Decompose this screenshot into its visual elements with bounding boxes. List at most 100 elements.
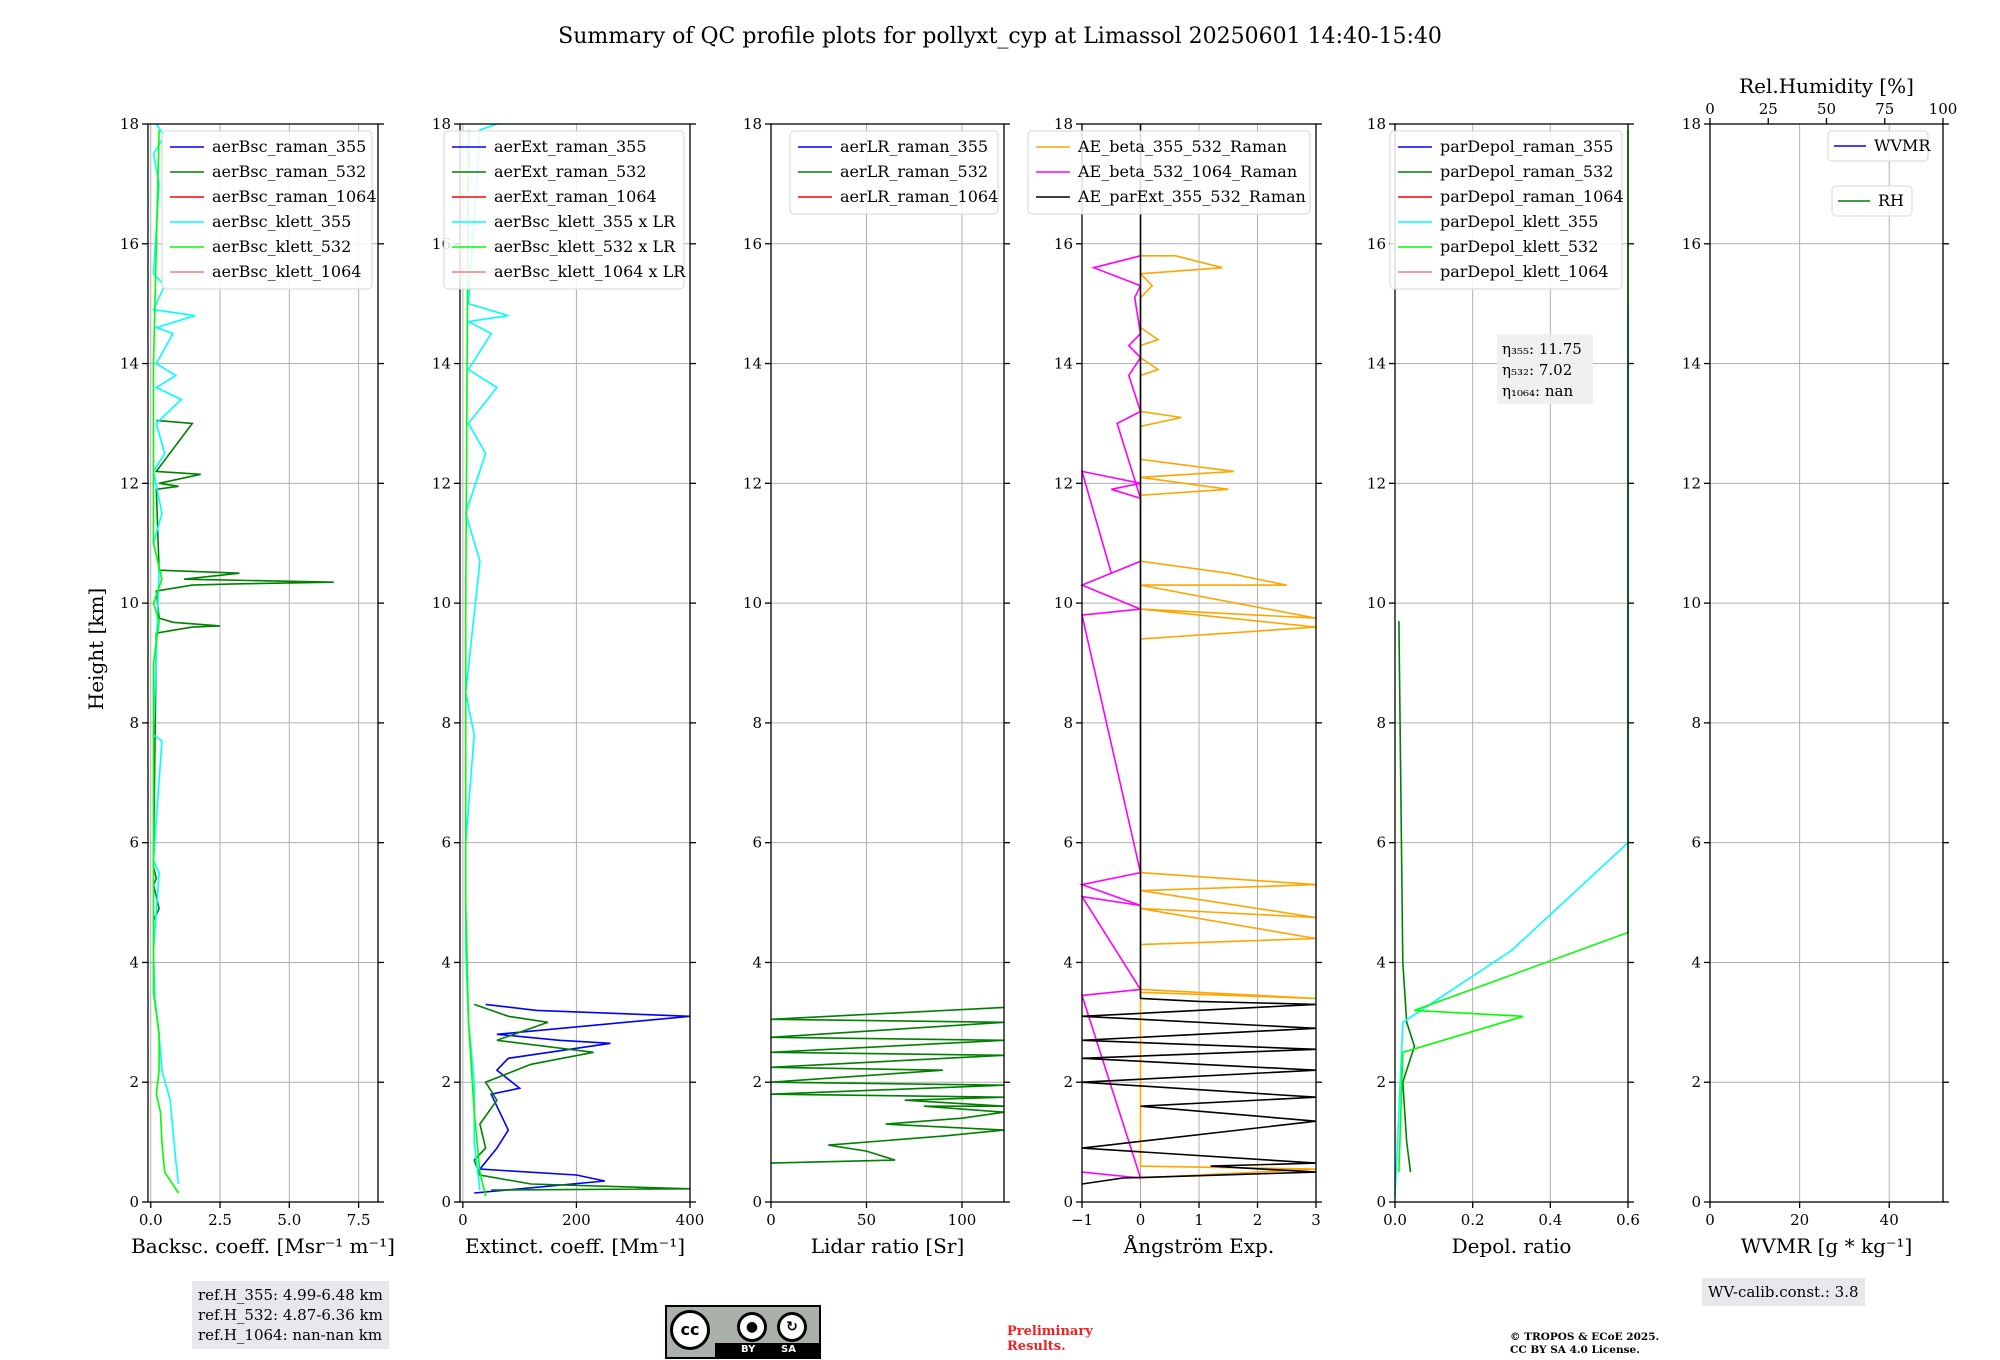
y-tick-label: 4 (129, 953, 139, 971)
y-tick-label: 16 (1054, 235, 1073, 253)
y-tick-label: 18 (1682, 115, 1701, 133)
y-tick-label: 12 (432, 474, 451, 492)
legend: AE_beta_355_532_Raman AE_beta_532_1064_Ra… (1027, 130, 1311, 215)
x-tick-label: 40 (1880, 1211, 1899, 1229)
y-tick-label: 0 (1063, 1193, 1073, 1211)
legend-label: aerBsc_klett_1064 (212, 262, 361, 281)
y-tick-label: 16 (1367, 235, 1386, 253)
cc-label-bar: BY SA (715, 1343, 819, 1357)
legend-label: aerLR_raman_1064 (840, 187, 998, 206)
annotation-box (1497, 334, 1593, 404)
x-tick-label: 0 (1705, 1211, 1715, 1229)
y-tick-label: 8 (1376, 714, 1386, 732)
top-x-tick-label: 100 (1929, 100, 1958, 118)
legend-box (1027, 130, 1311, 215)
y-tick-label: 14 (1054, 355, 1073, 373)
top-x-tick-label: 75 (1875, 100, 1894, 118)
y-tick-label: 18 (1367, 115, 1386, 133)
legend-label: WVMR (1874, 136, 1931, 155)
x-tick-label: 0.0 (1383, 1211, 1407, 1229)
cc-by-sa-badge: cc ● ↻ BY SA (665, 1305, 821, 1359)
refh-532: ref.H_532: 4.87-6.36 km (198, 1306, 383, 1324)
x-tick-label: 200 (562, 1211, 591, 1229)
x-tick-label: 7.5 (347, 1211, 371, 1229)
legend-label: aerBsc_raman_532 (212, 162, 366, 181)
y-tick-label: 8 (1063, 714, 1073, 732)
legend-label: AE_beta_532_1064_Raman (1077, 162, 1297, 181)
x-tick-label: 5.0 (277, 1211, 301, 1229)
x-tick-label: 1 (1194, 1211, 1204, 1229)
y-tick-label: 2 (1063, 1073, 1073, 1091)
y-tick-label: 0 (1691, 1193, 1701, 1211)
x-tick-label: 400 (676, 1211, 705, 1229)
y-tick-label: 10 (743, 594, 762, 612)
y-tick-label: 10 (120, 594, 139, 612)
share-alike-icon: ↻ (777, 1312, 807, 1342)
reference-height-note: ref.H_355: 4.99-6.48 km ref.H_532: 4.87-… (192, 1281, 389, 1349)
series-line-5 (152, 129, 180, 1194)
legend-label: RH (1878, 191, 1904, 210)
legend: aerBsc_raman_355 aerBsc_raman_532 aerBsc_r… (161, 130, 377, 290)
legend-box (1389, 130, 1623, 290)
series-line-3 (1081, 124, 1317, 1185)
legend-label: aerBsc_raman_1064 (212, 187, 377, 206)
y-tick-label: 16 (1682, 235, 1701, 253)
axes-frame (770, 123, 1005, 1203)
annotation-line: η₅₃₂: 7.02 (1502, 361, 1572, 379)
panel-1: 0 2 4 6 8 10 12 14 16 18 0.0 2.5 5.0 7.5 Backsc. coeff… (120, 115, 395, 1258)
cc-sa-label: SA (781, 1344, 796, 1355)
copyright-line-1: © TROPOS & ECoE 2025. (1510, 1331, 1660, 1343)
x-axis-label: Ångström Exp. (1123, 1233, 1274, 1258)
x-axis-label: Extinct. coeff. [Mm⁻¹] (465, 1234, 685, 1258)
series-line-5 (464, 129, 487, 1197)
y-tick-label: 2 (1376, 1073, 1386, 1091)
copyright-note: © TROPOS & ECoE 2025. CC BY SA 4.0 Licen… (1510, 1331, 1730, 1357)
preliminary-results-label: Preliminary Results. (1007, 1324, 1093, 1354)
eta-annotation: η₃₅₅: 11.75 η₅₃₂: 7.02 η₁₀₆₄: nan (1497, 334, 1593, 404)
legend-label: aerLR_raman_532 (840, 162, 988, 181)
x-tick-label: 0 (458, 1211, 468, 1229)
y-tick-label: 4 (441, 953, 451, 971)
top-x-tick-label: 50 (1817, 100, 1836, 118)
x-tick-label: 2.5 (208, 1211, 232, 1229)
y-tick-label: 18 (1054, 115, 1073, 133)
legend-label: aerBsc_klett_1064 x LR (494, 262, 686, 281)
axes-frame (147, 123, 379, 1203)
series-line-2 (152, 419, 334, 921)
refh-1064: ref.H_1064: nan-nan km (198, 1326, 383, 1344)
y-tick-label: 12 (1054, 474, 1073, 492)
copyright-line-2: CC BY SA 4.0 License. (1510, 1344, 1640, 1356)
top-x-tick-label: 0 (1705, 100, 1715, 118)
x-tick-label: 0 (766, 1211, 776, 1229)
y-tick-label: 4 (1376, 953, 1386, 971)
y-tick-label: 6 (1691, 834, 1701, 852)
x-tick-label: 20 (1790, 1211, 1809, 1229)
y-tick-label: 12 (1682, 474, 1701, 492)
x-tick-label: 0.4 (1538, 1211, 1562, 1229)
legend-label: parDepol_klett_355 (1440, 212, 1598, 231)
top-axis-label: Rel.Humidity [%] (1739, 74, 1914, 98)
x-tick-label: 0 (1136, 1211, 1146, 1229)
legend-2: RH (1831, 185, 1913, 217)
y-tick-label: 0 (1376, 1193, 1386, 1211)
y-tick-label: 4 (1063, 953, 1073, 971)
legend: aerExt_raman_355 aerExt_raman_532 aerExt_r… (443, 130, 686, 290)
legend-box (789, 130, 999, 215)
y-tick-label: 6 (129, 834, 139, 852)
y-tick-label: 8 (752, 714, 762, 732)
legend-label: aerBsc_klett_532 (212, 237, 351, 256)
legend-label: parDepol_klett_532 (1440, 237, 1598, 256)
panel-3: 0 2 4 6 8 10 12 14 16 18 0 50 100 Lidar ratio [Sr] aer… (743, 115, 1010, 1258)
legend: parDepol_raman_355 parDepol_raman_532 parD… (1389, 130, 1624, 290)
y-tick-label: 8 (1691, 714, 1701, 732)
series-line-1 (1138, 255, 1317, 1179)
legend-label: aerExt_raman_355 (494, 137, 647, 156)
legend-label: aerExt_raman_1064 (494, 187, 657, 206)
x-axis-label: WVMR [g * kg⁻¹] (1741, 1234, 1913, 1258)
legend-label: parDepol_klett_1064 (1440, 262, 1609, 281)
y-tick-label: 18 (432, 115, 451, 133)
x-tick-label: 3 (1311, 1211, 1321, 1229)
y-tick-label: 14 (120, 355, 139, 373)
wv-calib-note: WV-calib.const.: 3.8 (1702, 1278, 1865, 1306)
